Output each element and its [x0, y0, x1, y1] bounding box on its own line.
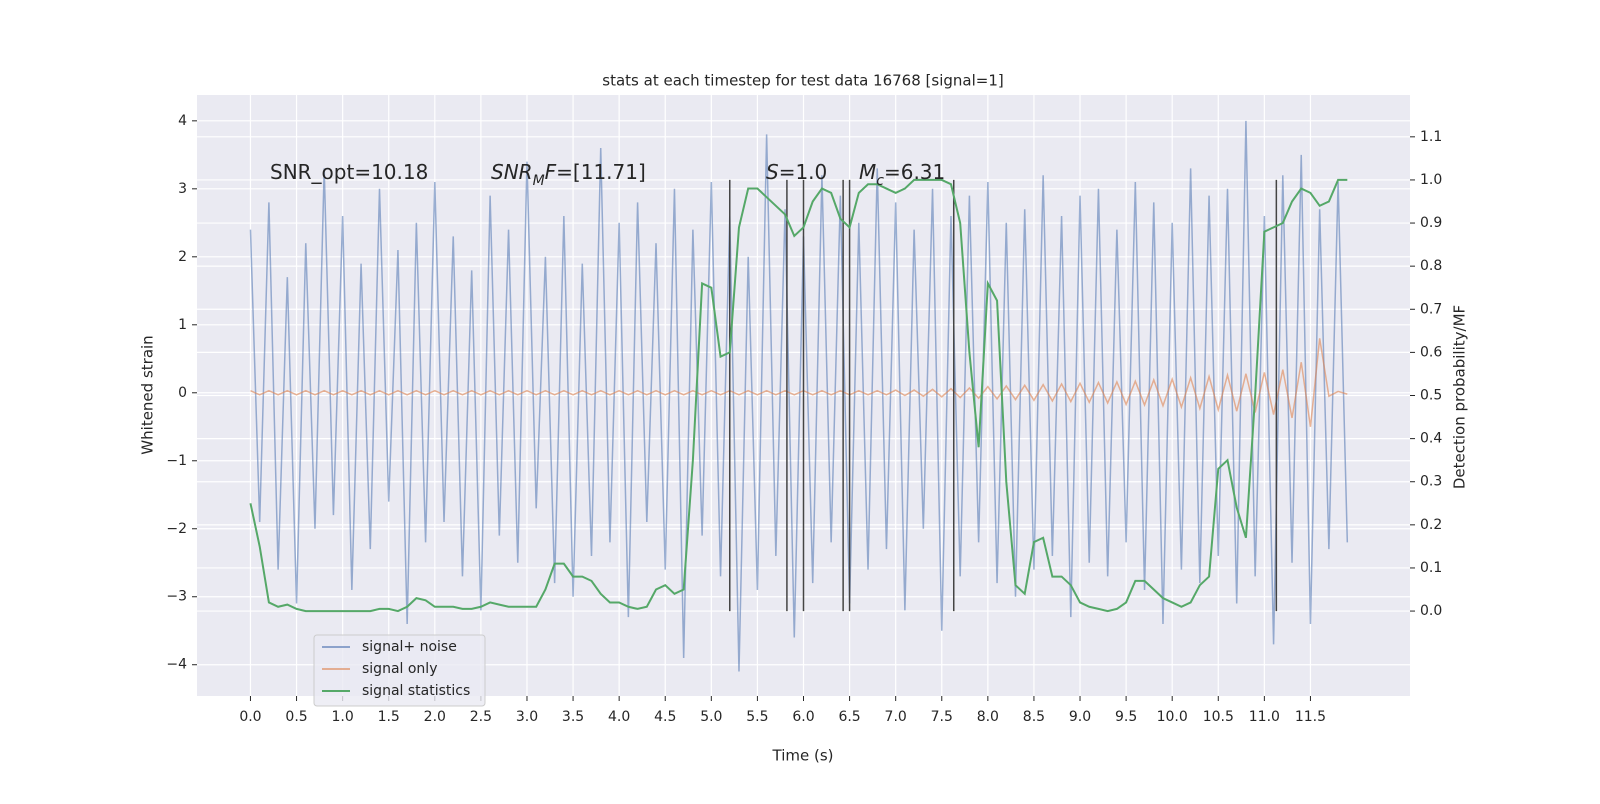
y2-tick-label: 0.8: [1420, 258, 1442, 274]
x-tick-label: 5.5: [746, 709, 768, 725]
annotation-part: S: [766, 160, 779, 184]
y-axis-label: Whitened strain: [139, 335, 157, 454]
annotation-part: SNR_opt=10.18: [270, 160, 428, 184]
x-tick-label: 2.5: [470, 709, 492, 725]
annotation: SNRMF=[11.71]: [491, 160, 646, 190]
annotation: S=1.0: [766, 160, 827, 184]
y2-tick-label: 0.3: [1420, 474, 1442, 490]
y-tick-label: −2: [166, 521, 187, 537]
x-tick-label: 8.5: [1023, 709, 1045, 725]
y2-tick-label: 1.0: [1420, 172, 1442, 188]
x-tick-label: 10.0: [1157, 709, 1188, 725]
x-axis-label: Time (s): [772, 747, 834, 765]
x-tick-label: 7.0: [885, 709, 907, 725]
legend-box: [313, 634, 486, 707]
y2-tick-label: 0.9: [1420, 215, 1442, 231]
annotation-part: M: [533, 173, 545, 189]
x-tick-label: 8.0: [977, 709, 999, 725]
annotation: SNR_opt=10.18: [270, 160, 428, 184]
y-tick-label: 2: [178, 249, 187, 265]
y2-tick-label: 1.1: [1420, 129, 1442, 145]
x-tick-label: 10.5: [1203, 709, 1234, 725]
x-tick-label: 1.5: [378, 709, 400, 725]
x-tick-label: 6.0: [792, 709, 814, 725]
series-line: [250, 338, 1348, 427]
y-tick-label: 3: [178, 181, 187, 197]
y-tick-label: 1: [178, 317, 187, 333]
y2-tick-label: 0.4: [1420, 431, 1442, 447]
x-tick-label: 9.5: [1115, 709, 1137, 725]
x-tick-label: 3.0: [516, 709, 538, 725]
legend-label: signal statistics: [362, 683, 470, 699]
x-tick-label: 9.0: [1069, 709, 1091, 725]
annotation-part: M: [859, 160, 876, 184]
y2-tick-label: 0.0: [1420, 603, 1442, 619]
y-tick-label: −3: [166, 589, 187, 605]
y2-tick-label: 0.2: [1420, 517, 1442, 533]
y2-tick-label: 0.6: [1420, 344, 1442, 360]
annotation-part: =6.31: [884, 160, 945, 184]
legend-label: signal only: [362, 661, 437, 677]
y2-tick-label: 0.7: [1420, 301, 1442, 317]
annotation-part: F: [545, 160, 557, 184]
x-tick-label: 4.0: [608, 709, 630, 725]
annotation-part: SNR: [491, 160, 533, 184]
x-tick-label: 5.0: [700, 709, 722, 725]
legend-label: signal+ noise: [362, 639, 457, 655]
annotation: Mc=6.31: [859, 160, 945, 190]
x-tick-label: 2.0: [424, 709, 446, 725]
x-tick-label: 0.0: [239, 709, 261, 725]
x-tick-label: 0.5: [285, 709, 307, 725]
y-tick-label: 0: [178, 385, 187, 401]
series-line: [249, 178, 1348, 613]
x-tick-label: 11.0: [1249, 709, 1280, 725]
annotation-part: c: [876, 173, 884, 189]
annotation-part: =1.0: [779, 160, 828, 184]
x-tick-label: 4.5: [654, 709, 676, 725]
x-tick-label: 11.5: [1295, 709, 1326, 725]
annotation-part: =[11.71]: [556, 160, 646, 184]
y-tick-label: −1: [166, 453, 187, 469]
x-tick-label: 3.5: [562, 709, 584, 725]
x-tick-label: 6.5: [838, 709, 860, 725]
chart-title: stats at each timestep for test data 167…: [602, 72, 1003, 90]
series-line: [249, 120, 1349, 672]
y-tick-label: −4: [166, 657, 187, 673]
y2-tick-label: 0.5: [1420, 388, 1442, 404]
x-tick-label: 1.0: [332, 709, 354, 725]
y2-tick-label: 0.1: [1420, 560, 1442, 576]
y-tick-label: 4: [178, 113, 187, 129]
y2-axis-label: Detection probability/MF: [1451, 305, 1469, 489]
x-tick-label: 7.5: [931, 709, 953, 725]
